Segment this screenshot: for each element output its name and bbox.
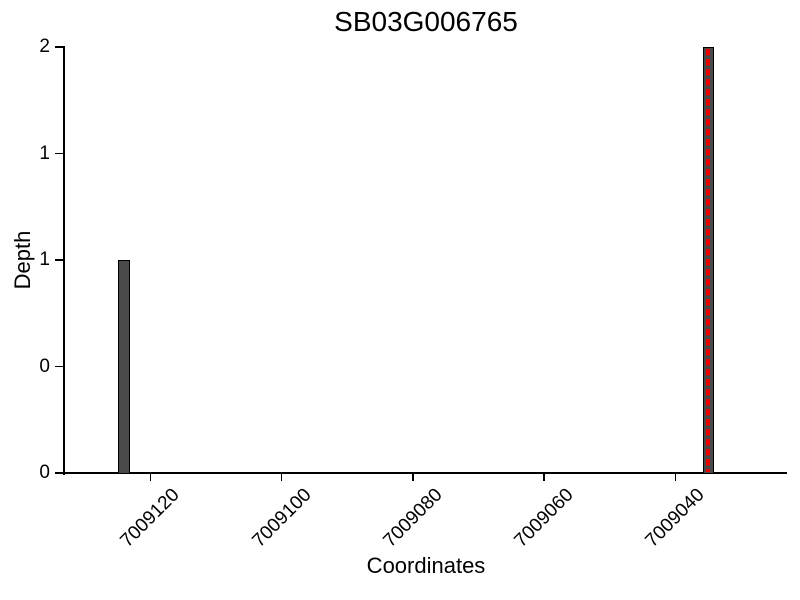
x-tick-label-text: 7009100 <box>248 484 316 552</box>
x-tick-label-text: 7009040 <box>641 484 709 552</box>
x-tick <box>149 473 152 481</box>
y-tick-label: 2 <box>39 36 50 57</box>
x-tick-label-text: 7009120 <box>116 484 184 552</box>
x-tick-label-text: 7009080 <box>379 484 447 552</box>
y-tick <box>55 472 63 474</box>
chart-title: SB03G006765 <box>334 6 518 37</box>
y-tick <box>55 259 63 261</box>
x-tick <box>543 473 545 481</box>
x-tick <box>674 473 677 481</box>
y-tick-label: 0 <box>39 462 50 483</box>
y-tick <box>55 46 63 48</box>
marker-vline <box>706 49 711 472</box>
coverage-bar <box>118 260 130 474</box>
x-tick <box>412 473 414 481</box>
y-tick <box>55 152 63 155</box>
x-tick-label-text: 7009060 <box>510 484 578 552</box>
y-axis-spine <box>63 46 65 475</box>
x-tick <box>280 473 283 481</box>
y-tick-label: 1 <box>39 249 50 270</box>
y-tick-label: 0 <box>39 355 50 377</box>
x-axis-line <box>63 472 787 474</box>
y-tick <box>55 365 63 368</box>
x-axis-label-text: Coordinates <box>366 553 486 578</box>
y-tick-label: 1 <box>39 142 50 164</box>
